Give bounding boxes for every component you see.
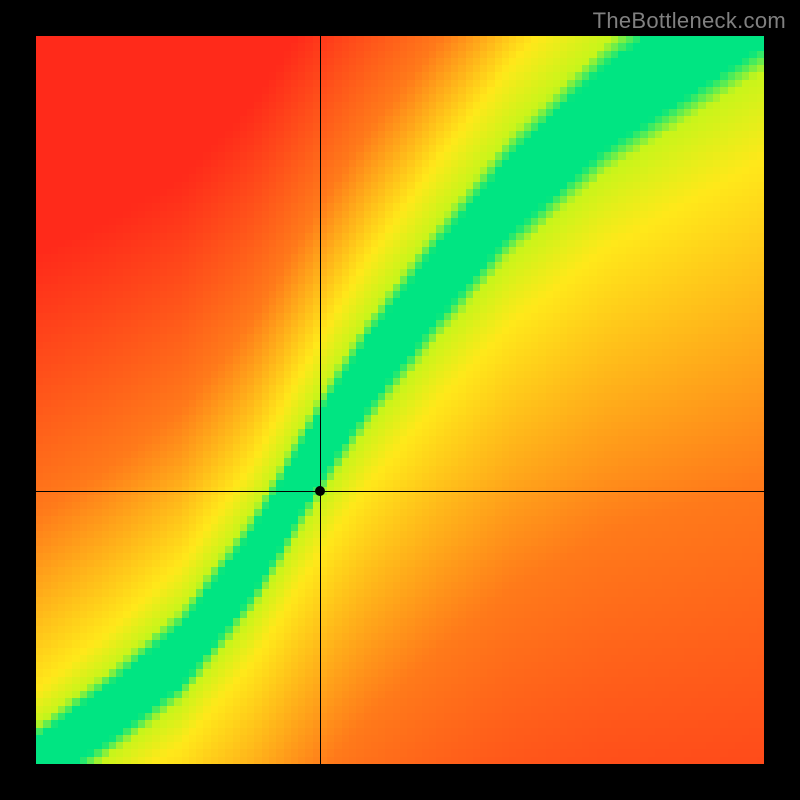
crosshair-vertical [320,36,321,764]
marker-dot [315,486,325,496]
watermark-text: TheBottleneck.com [593,8,786,34]
crosshair-horizontal [36,491,764,492]
bottleneck-heatmap [36,36,764,764]
